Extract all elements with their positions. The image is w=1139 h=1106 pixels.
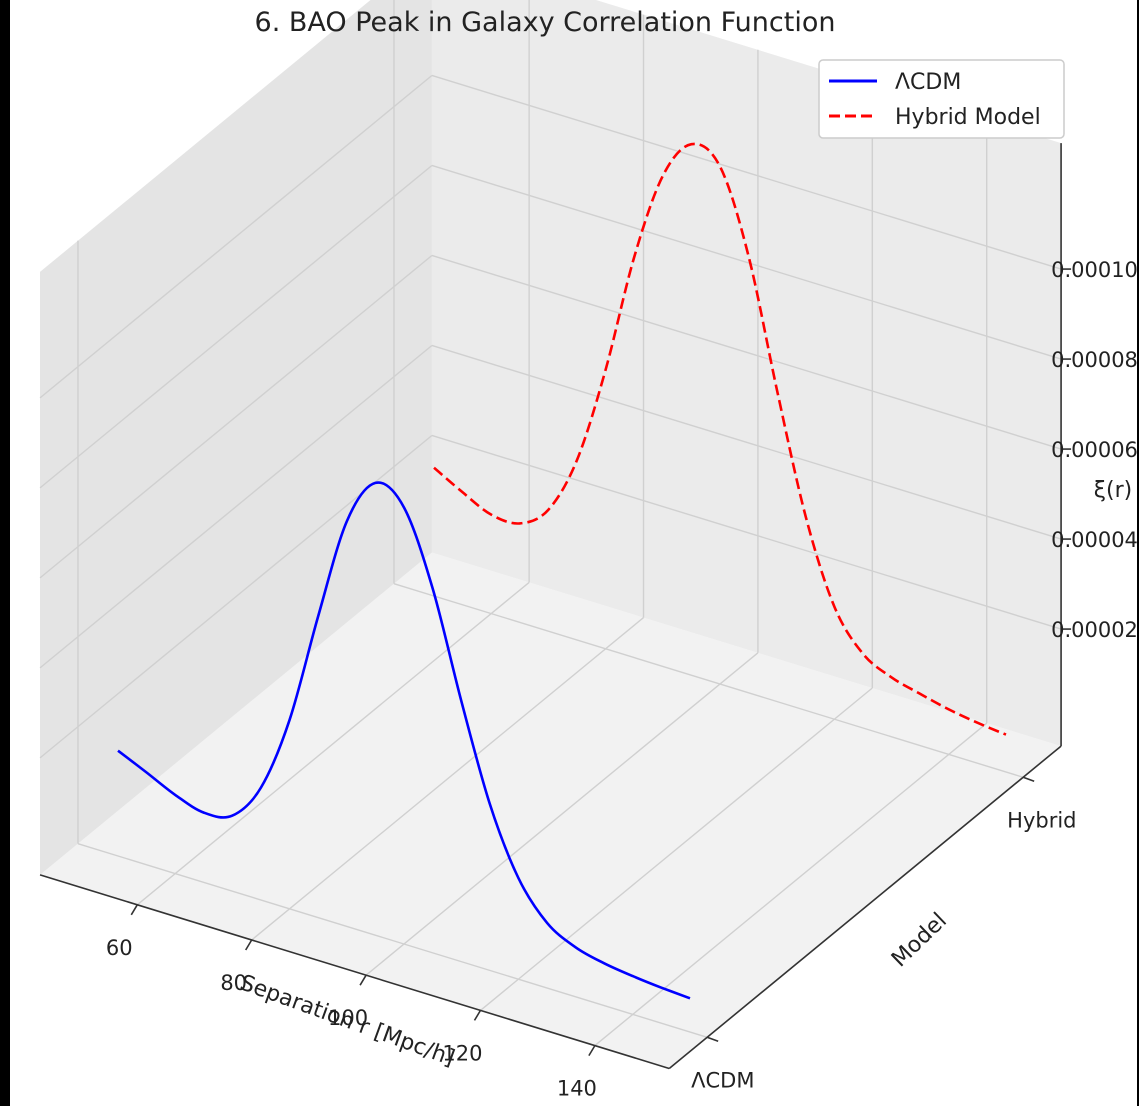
left-frame-border [0,0,10,1106]
legend: ΛCDM Hybrid Model [818,59,1065,139]
z-tick-label: 0.00008 [1051,348,1138,372]
z-axis-label: ξ(r) [1094,478,1132,503]
back-pane [431,0,1062,747]
z-tick-label: 0.00010 [1051,258,1138,282]
z-tick-labels: 0.00002 0.00004 0.00006 0.00008 0.00010 [1051,258,1138,642]
tick-marks [130,268,1072,1057]
floor-pane [40,552,1062,1069]
legend-label-lcdm: ΛCDM [895,70,961,95]
right-frame-border [1137,0,1139,1106]
grid-line-left-z [39,74,433,399]
grid-line-left-z [39,164,433,489]
y-axis-label: Model [887,908,952,972]
legend-label-hybrid: Hybrid Model [895,105,1041,130]
grid-line-back-z [431,164,1062,360]
grid-line-back-z [431,254,1062,450]
z-tick-label: 0.00002 [1051,618,1138,642]
left-pane [40,0,432,875]
grid-line-back-z [431,344,1062,540]
grid-line-left-z [39,254,433,579]
x-tick-mark [359,974,367,986]
model-tick-mark [706,1036,719,1043]
series-line-lcdm [117,481,691,1000]
grid-line-floor-model [393,583,1024,778]
series-lines [117,142,1007,1000]
model-tick-label: Hybrid [1007,808,1076,832]
z-tick-label: 0.00006 [1051,438,1138,462]
x-tick-mark [588,1045,596,1057]
series-line-hybrid [433,142,1007,736]
x-tick-mark [130,904,138,916]
model-tick-label: ΛCDM [691,1068,754,1092]
z-tick-label: 0.00004 [1051,528,1138,552]
x-tick-label: 80 [220,971,247,995]
grid-lines [39,0,1062,1047]
axis-lines [39,143,1062,1070]
model-axis-line [668,745,1062,1070]
x-tick-mark [473,1009,482,1021]
x-tick-label: 100 [328,1006,368,1030]
grid-line-floor-x [365,652,759,976]
x-tick-label: 60 [106,936,133,960]
grid-line-floor-x [251,617,644,941]
grid-line-floor-x [480,687,873,1011]
grid-line-back-z [431,434,1062,630]
y-tick-labels: ΛCDM Hybrid [691,808,1076,1092]
x-tick-mark [244,939,253,951]
grid-line-floor-x [594,722,988,1047]
x-tick-label: 120 [442,1041,482,1065]
grid-line-back-z [431,74,1062,270]
grid-line-left-z [39,344,433,669]
chart-title: 6. BAO Peak in Galaxy Correlation Functi… [255,7,836,38]
model-tick-mark [1022,776,1035,783]
legend-box [818,59,1065,139]
grid-line-floor-x [136,581,530,906]
grid-line-floor-model [77,843,708,1038]
x-axis-line [39,874,670,1070]
x-tick-labels: 60 80 100 120 140 [106,936,597,1101]
axis-panes [40,0,1062,1069]
x-tick-label: 140 [557,1077,597,1101]
